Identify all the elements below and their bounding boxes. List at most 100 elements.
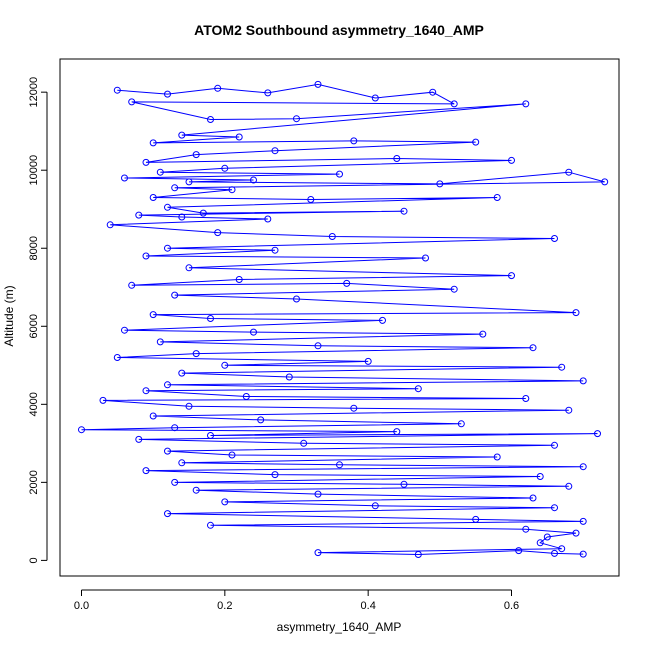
data-point xyxy=(99,396,107,404)
data-point xyxy=(508,272,515,280)
data-point xyxy=(128,281,136,289)
data-point xyxy=(221,498,229,506)
data-point xyxy=(314,490,322,498)
data-point xyxy=(149,412,157,420)
data-point xyxy=(192,151,200,159)
data-point xyxy=(171,424,179,432)
y-tick-label: 6000 xyxy=(28,314,40,338)
data-point xyxy=(228,451,236,459)
data-point xyxy=(113,86,121,94)
data-point xyxy=(199,209,207,217)
data-point xyxy=(164,244,171,252)
y-tick-label: 8000 xyxy=(28,236,40,260)
data-point xyxy=(171,184,179,192)
data-point xyxy=(156,338,164,346)
data-point xyxy=(572,529,580,537)
data-point xyxy=(565,406,573,414)
data-point xyxy=(364,357,372,365)
chart-title: ATOM2 Southbound asymmetry_1640_AMP xyxy=(194,22,484,38)
data-point xyxy=(171,291,179,299)
data-point xyxy=(293,295,300,303)
data-point xyxy=(551,549,558,557)
y-axis-label: Altitude (m) xyxy=(2,285,16,346)
data-point xyxy=(379,316,386,324)
data-point xyxy=(400,207,408,215)
data-point xyxy=(113,354,121,361)
data-point xyxy=(142,158,150,166)
data-point xyxy=(594,430,601,438)
data-point xyxy=(522,100,530,108)
y-tick-label: 4000 xyxy=(28,392,40,416)
data-point xyxy=(128,98,136,106)
data-point xyxy=(221,361,229,369)
data-point xyxy=(529,344,537,352)
data-point xyxy=(235,276,243,283)
series-line xyxy=(81,83,605,556)
plot-layer xyxy=(78,80,609,558)
plot-frame xyxy=(59,58,620,577)
data-point xyxy=(164,381,171,389)
data-point xyxy=(393,428,401,436)
data-point xyxy=(221,164,229,172)
data-point xyxy=(264,215,272,223)
data-point xyxy=(149,194,157,201)
x-axis-label: asymmetry_1640_AMP xyxy=(277,620,402,634)
data-point xyxy=(529,494,537,502)
data-point xyxy=(149,139,157,147)
data-point xyxy=(178,131,186,139)
data-point xyxy=(235,133,243,141)
data-point xyxy=(156,168,164,176)
data-point xyxy=(121,326,128,334)
data-point xyxy=(414,551,422,558)
data-point xyxy=(543,533,551,541)
data-point xyxy=(393,155,401,162)
data-point xyxy=(314,80,322,88)
y-tick-label: 2000 xyxy=(28,470,40,494)
data-point xyxy=(536,473,544,480)
y-tick-label: 0 xyxy=(28,557,40,563)
data-point xyxy=(164,510,171,518)
data-point xyxy=(558,363,566,371)
data-point xyxy=(185,264,193,272)
data-point xyxy=(565,482,573,490)
data-point xyxy=(551,235,558,242)
data-point xyxy=(450,100,458,108)
data-point xyxy=(493,194,501,201)
data-point xyxy=(307,196,315,203)
data-point xyxy=(250,328,257,336)
data-point xyxy=(228,186,236,194)
data-point xyxy=(142,467,150,475)
data-point xyxy=(436,180,444,188)
data-point xyxy=(149,311,157,319)
data-point xyxy=(350,404,358,412)
data-point xyxy=(579,517,587,525)
data-point xyxy=(457,420,465,428)
data-point xyxy=(142,387,150,395)
x-tick-label: 0.4 xyxy=(361,600,376,612)
data-point xyxy=(207,116,214,123)
data-point xyxy=(579,463,587,471)
data-point xyxy=(400,480,408,488)
data-point xyxy=(142,252,150,260)
data-point xyxy=(551,504,558,512)
data-point xyxy=(551,441,558,449)
data-point xyxy=(336,461,343,469)
data-point xyxy=(178,213,186,221)
data-point xyxy=(314,549,322,557)
data-point xyxy=(78,426,85,434)
data-point xyxy=(192,350,200,358)
data-point xyxy=(106,221,114,229)
x-tick-label: 0.6 xyxy=(504,600,519,612)
data-point xyxy=(135,211,143,219)
data-point xyxy=(558,545,566,553)
data-point xyxy=(185,402,193,410)
data-point xyxy=(121,174,128,182)
data-point xyxy=(271,147,279,155)
data-point xyxy=(300,439,308,447)
data-point xyxy=(178,369,186,377)
y-tick-label: 10000 xyxy=(28,155,40,186)
data-point xyxy=(250,176,257,184)
x-tick-label: 0.0 xyxy=(74,600,89,612)
data-point xyxy=(185,178,193,186)
